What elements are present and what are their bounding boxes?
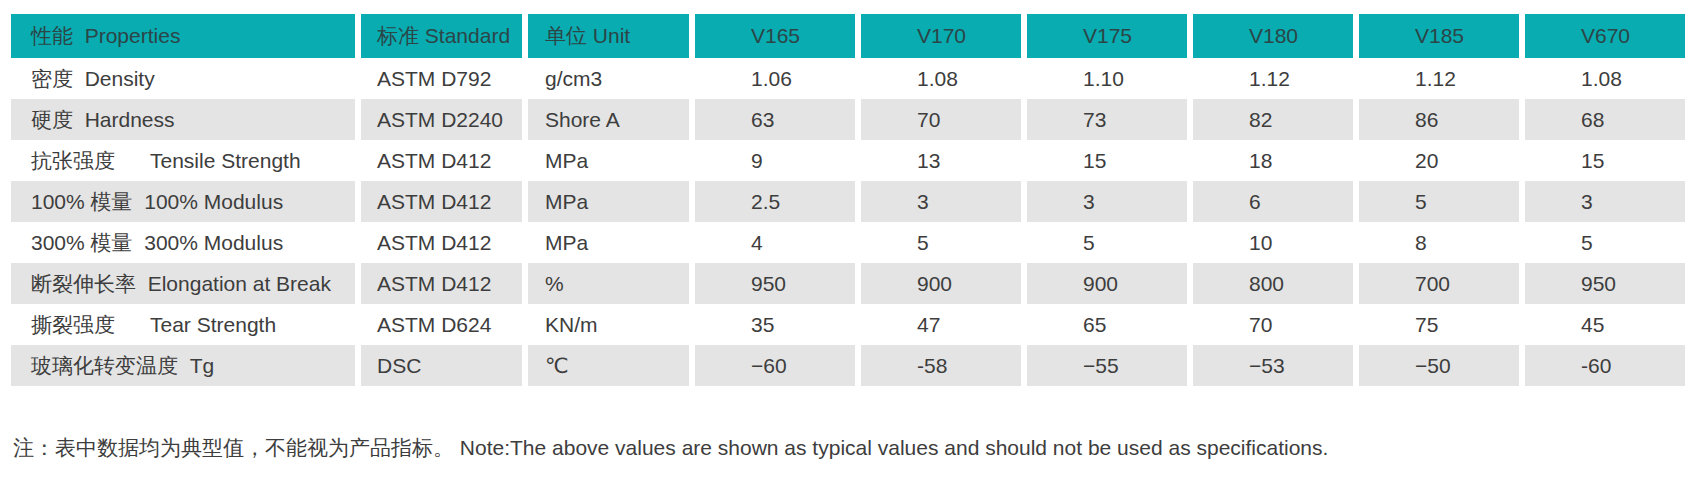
table-row-density: 密度 Density ASTM D792 g/cm3 1.06 1.08 1.1… xyxy=(11,58,1685,99)
value-cell: 5 xyxy=(1027,222,1187,263)
value-cell: 1.10 xyxy=(1027,58,1187,99)
table-row-tg: 玻璃化转变温度 Tg DSC ℃ −60 -58 −55 −53 −50 -60 xyxy=(11,345,1685,386)
value-cell: 35 xyxy=(695,304,855,345)
value-cell: 950 xyxy=(695,263,855,304)
value-cell: 86 xyxy=(1359,99,1519,140)
value-cell: -60 xyxy=(1525,345,1685,386)
table-row-300-modulus: 300% 模量 300% Modulus ASTM D412 MPa 4 5 5… xyxy=(11,222,1685,263)
property-name-cell: 300% 模量 300% Modulus xyxy=(11,222,355,263)
value-cell: 45 xyxy=(1525,304,1685,345)
value-cell: 18 xyxy=(1193,140,1353,181)
unit-cell: ℃ xyxy=(528,345,689,386)
standard-cell: DSC xyxy=(361,345,522,386)
unit-cell: MPa xyxy=(528,222,689,263)
value-cell: 2.5 xyxy=(695,181,855,222)
value-cell: 800 xyxy=(1193,263,1353,304)
value-cell: 3 xyxy=(1027,181,1187,222)
unit-cell: Shore A xyxy=(528,99,689,140)
value-cell: 47 xyxy=(861,304,1021,345)
property-name-cell: 密度 Density xyxy=(11,58,355,99)
value-cell: 82 xyxy=(1193,99,1353,140)
header-cell-unit: 单位 Unit xyxy=(528,14,689,58)
value-cell: 900 xyxy=(1027,263,1187,304)
property-name-cell: 硬度 Hardness xyxy=(11,99,355,140)
property-name-cell: 断裂伸长率 Elongation at Break xyxy=(11,263,355,304)
value-cell: −50 xyxy=(1359,345,1519,386)
value-cell: 68 xyxy=(1525,99,1685,140)
value-cell: −53 xyxy=(1193,345,1353,386)
value-cell: 900 xyxy=(861,263,1021,304)
value-cell: 15 xyxy=(1525,140,1685,181)
value-cell: 3 xyxy=(861,181,1021,222)
value-cell: 20 xyxy=(1359,140,1519,181)
table-row-tear-strength: 撕裂强度 Tear Strength ASTM D624 KN/m 35 47 … xyxy=(11,304,1685,345)
property-name-cell: 玻璃化转变温度 Tg xyxy=(11,345,355,386)
header-cell-properties: 性能 Properties xyxy=(11,14,355,58)
unit-cell: % xyxy=(528,263,689,304)
value-cell: 63 xyxy=(695,99,855,140)
value-cell: 70 xyxy=(1193,304,1353,345)
value-cell: 1.12 xyxy=(1359,58,1519,99)
value-cell: 13 xyxy=(861,140,1021,181)
value-cell: 1.12 xyxy=(1193,58,1353,99)
standard-cell: ASTM D412 xyxy=(361,140,522,181)
unit-cell: g/cm3 xyxy=(528,58,689,99)
value-cell: 3 xyxy=(1525,181,1685,222)
header-cell-v175: V175 xyxy=(1027,14,1187,58)
unit-cell: MPa xyxy=(528,140,689,181)
value-cell: 5 xyxy=(1525,222,1685,263)
value-cell: 6 xyxy=(1193,181,1353,222)
property-name-cell: 撕裂强度 Tear Strength xyxy=(11,304,355,345)
header-cell-v180: V180 xyxy=(1193,14,1353,58)
value-cell: 70 xyxy=(861,99,1021,140)
value-cell: 1.08 xyxy=(861,58,1021,99)
header-cell-v165: V165 xyxy=(695,14,855,58)
value-cell: 950 xyxy=(1525,263,1685,304)
value-cell: 1.08 xyxy=(1525,58,1685,99)
table-row-tensile-strength: 抗张强度 Tensile Strength ASTM D412 MPa 9 13… xyxy=(11,140,1685,181)
footnote: 注：表中数据均为典型值，不能视为产品指标。 Note:The above val… xyxy=(13,434,1328,462)
value-cell: 9 xyxy=(695,140,855,181)
standard-cell: ASTM D412 xyxy=(361,222,522,263)
header-row: 性能 Properties 标准 Standard 单位 Unit V165 V… xyxy=(11,14,1685,58)
standard-cell: ASTM D2240 xyxy=(361,99,522,140)
table-row-hardness: 硬度 Hardness ASTM D2240 Shore A 63 70 73 … xyxy=(11,99,1685,140)
value-cell: 700 xyxy=(1359,263,1519,304)
value-cell: 8 xyxy=(1359,222,1519,263)
standard-cell: ASTM D792 xyxy=(361,58,522,99)
unit-cell: MPa xyxy=(528,181,689,222)
value-cell: 1.06 xyxy=(695,58,855,99)
header-cell-v670: V670 xyxy=(1525,14,1685,58)
value-cell: 10 xyxy=(1193,222,1353,263)
header-cell-v185: V185 xyxy=(1359,14,1519,58)
value-cell: 75 xyxy=(1359,304,1519,345)
value-cell: 5 xyxy=(861,222,1021,263)
table-row-100-modulus: 100% 模量 100% Modulus ASTM D412 MPa 2.5 3… xyxy=(11,181,1685,222)
header-cell-standard: 标准 Standard xyxy=(361,14,522,58)
value-cell: 5 xyxy=(1359,181,1519,222)
header-cell-v170: V170 xyxy=(861,14,1021,58)
property-name-cell: 100% 模量 100% Modulus xyxy=(11,181,355,222)
value-cell: −60 xyxy=(695,345,855,386)
value-cell: 65 xyxy=(1027,304,1187,345)
value-cell: -58 xyxy=(861,345,1021,386)
unit-cell: KN/m xyxy=(528,304,689,345)
property-name-cell: 抗张强度 Tensile Strength xyxy=(11,140,355,181)
value-cell: −55 xyxy=(1027,345,1187,386)
table-row-elongation: 断裂伸长率 Elongation at Break ASTM D412 % 95… xyxy=(11,263,1685,304)
standard-cell: ASTM D624 xyxy=(361,304,522,345)
standard-cell: ASTM D412 xyxy=(361,181,522,222)
value-cell: 73 xyxy=(1027,99,1187,140)
standard-cell: ASTM D412 xyxy=(361,263,522,304)
value-cell: 4 xyxy=(695,222,855,263)
value-cell: 15 xyxy=(1027,140,1187,181)
material-properties-table: 性能 Properties 标准 Standard 单位 Unit V165 V… xyxy=(5,14,1691,386)
